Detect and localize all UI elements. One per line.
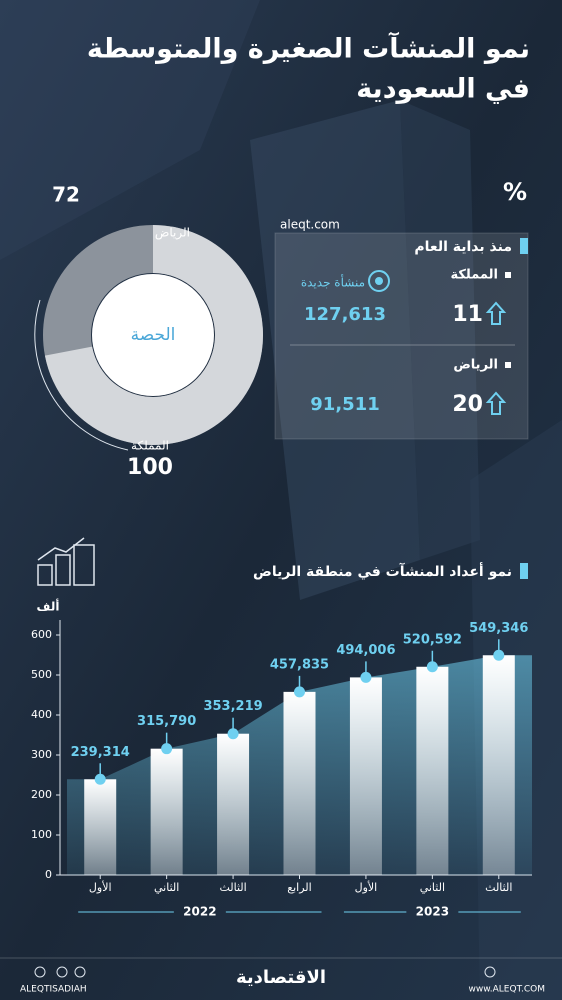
footer-handle: ALEQTISADIAH <box>20 985 87 995</box>
bullet <box>505 272 511 278</box>
point <box>493 649 505 661</box>
y-tick-label: 0 <box>45 868 52 881</box>
point <box>426 661 438 673</box>
value-label: 520,592 <box>403 632 462 647</box>
year-label: 2023 <box>416 905 449 919</box>
count-value: 127,613 <box>304 304 386 325</box>
bar <box>217 733 250 875</box>
count-value: 91,511 <box>310 394 379 415</box>
point <box>294 686 305 698</box>
bar <box>84 779 117 875</box>
y-tick-label: 200 <box>31 788 52 801</box>
x-tick-label: الثاني <box>154 881 179 894</box>
new-label: منشأة جديدة <box>301 274 365 290</box>
footer-brand: الاقتصادية <box>236 967 326 988</box>
point <box>360 671 372 683</box>
up-arrow <box>485 391 507 415</box>
region-label: الرياض <box>453 358 498 373</box>
percent-sign: % <box>503 178 527 206</box>
x-tick-label: الثاني <box>420 881 445 894</box>
x-tick-label: الرابع <box>287 881 311 894</box>
kingdom-label: المملكة <box>131 439 169 453</box>
chart-icon <box>37 537 95 586</box>
growth-value: 20 <box>452 392 483 417</box>
bar <box>482 655 515 875</box>
x-tick-label: الأول <box>355 880 378 894</box>
value-label: 457,835 <box>270 657 329 672</box>
stats-panel <box>274 232 529 440</box>
year-label: 2022 <box>183 905 216 919</box>
point <box>94 773 106 785</box>
chart-title: نمو أعداد المنشآت في منطقة الرياض <box>253 562 512 580</box>
bar <box>416 666 449 875</box>
point <box>161 743 173 755</box>
web-icon <box>484 966 496 978</box>
y-unit: ألف <box>37 599 60 614</box>
title: في السعودية <box>356 74 530 105</box>
stats: منشأة جديدة المملكة 11 127,613 الرياض 20 91,51… <box>301 268 511 417</box>
building-decor <box>250 100 420 600</box>
point <box>227 728 239 740</box>
outer-arc <box>34 299 129 451</box>
heading-marker <box>520 238 528 254</box>
bar <box>349 677 382 875</box>
stats-heading: منذ بداية العام <box>414 239 512 255</box>
bar <box>150 748 183 875</box>
center-disc <box>92 274 214 396</box>
y-tick-label: 600 <box>31 628 52 641</box>
value-label: 353,219 <box>203 699 262 714</box>
y-tick-label: 300 <box>31 748 52 761</box>
building-decor <box>0 0 260 260</box>
value-label: 239,314 <box>71 745 130 760</box>
footer-website: www.ALEQT.COM <box>469 985 545 995</box>
riyadh-arc <box>44 225 263 445</box>
title-marker <box>520 563 528 579</box>
growth-value: 11 <box>452 302 483 327</box>
center-label: الحصة <box>131 325 176 345</box>
riyadh-label: الرياض <box>155 226 190 241</box>
kingdom-value: 100 <box>127 455 173 480</box>
building-decor <box>400 100 480 560</box>
bar <box>283 691 316 875</box>
share-donut: الحصة 72 الرياض المملكة 100 <box>34 183 263 480</box>
y-tick-label: 400 <box>31 708 52 721</box>
bullet <box>505 362 511 368</box>
x-tick-label: الثالث <box>485 881 512 894</box>
social-icon <box>56 966 68 978</box>
up-arrow <box>485 301 507 325</box>
y-tick-label: 500 <box>31 668 52 681</box>
social-icon <box>74 966 86 978</box>
riyadh-value: 72 <box>52 183 80 207</box>
x-tick-label: الثالث <box>219 881 246 894</box>
region-label: المملكة <box>450 268 498 283</box>
value-label: 315,790 <box>137 714 196 729</box>
bar-chart: نمو أعداد المنشآت في منطقة الرياض ألف 0 100… <box>31 562 532 919</box>
gear-icon <box>368 270 390 292</box>
social-icon <box>34 966 46 978</box>
value-label: 494,006 <box>336 643 395 658</box>
x-tick-label: الأول <box>89 880 112 894</box>
y-tick-label: 100 <box>31 828 52 841</box>
source: aleqt.com <box>280 218 340 232</box>
value-label: 549,346 <box>469 621 528 636</box>
title: نمو المنشآت الصغيرة والمتوسطة <box>87 32 530 65</box>
